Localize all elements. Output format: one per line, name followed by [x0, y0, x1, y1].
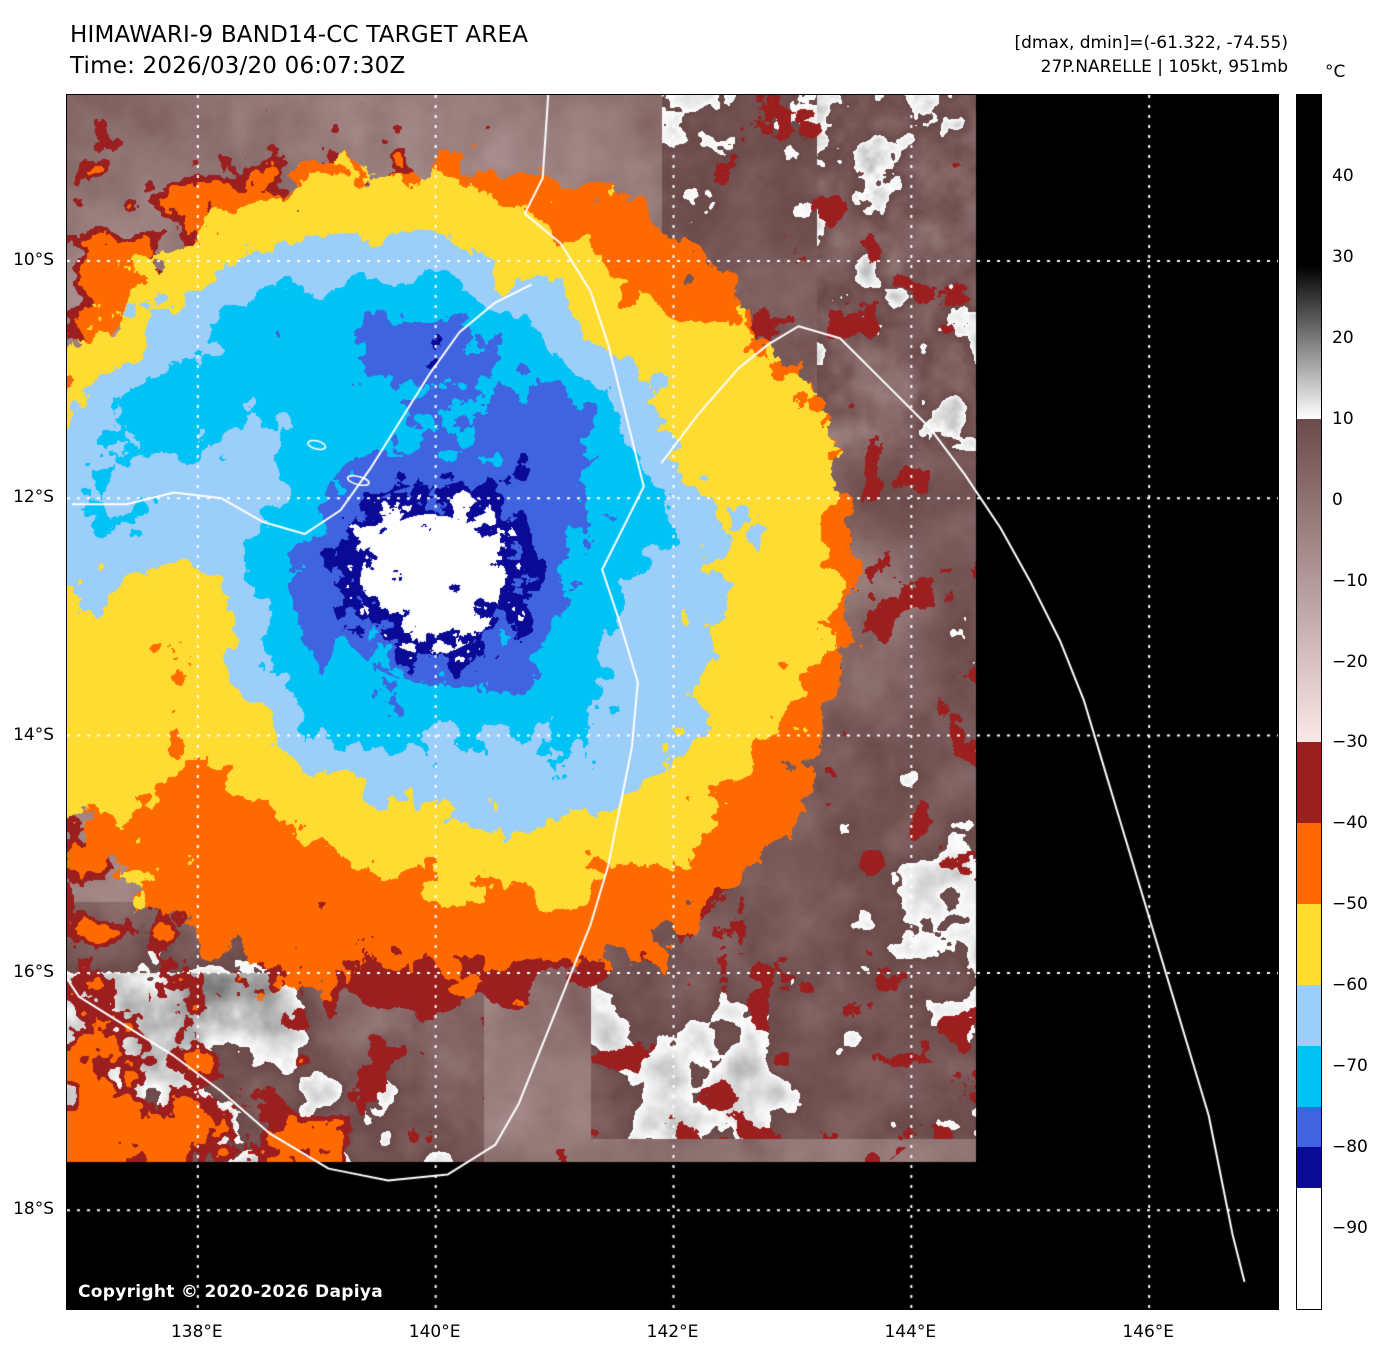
- colorbar-segment: [1297, 1187, 1321, 1309]
- colorbar-segment: [1297, 1045, 1321, 1107]
- colorbar[interactable]: [1296, 94, 1322, 1310]
- y-axis-tick-label: 10°S: [13, 250, 54, 271]
- colorbar-segment: [1297, 904, 1321, 986]
- colorbar-tick-label: −60: [1332, 975, 1368, 996]
- colorbar-tick-label: −30: [1332, 732, 1368, 753]
- y-axis-tick-label: 12°S: [13, 487, 54, 508]
- y-axis-tick-label: 14°S: [13, 724, 54, 745]
- satellite-image-plot[interactable]: [66, 94, 1279, 1310]
- colorbar-tick-label: −50: [1332, 894, 1368, 915]
- colorbar-segment: [1297, 418, 1321, 743]
- colorbar-segment: [1297, 1106, 1321, 1148]
- x-axis-tick-label: 142°E: [646, 1322, 699, 1342]
- timestamp-label: Time: 2026/03/20 06:07:30Z: [70, 53, 406, 79]
- colorbar-tick-label: −10: [1332, 570, 1368, 591]
- y-axis-tick-label: 18°S: [13, 1199, 54, 1220]
- copyright-label: Copyright © 2020-2026 Dapiya: [78, 1282, 383, 1302]
- x-axis-tick-label: 138°E: [170, 1322, 223, 1342]
- colorbar-segment: [1297, 823, 1321, 905]
- page-title: HIMAWARI-9 BAND14-CC TARGET AREA: [70, 22, 529, 48]
- metadata-block: [dmax, dmin]=(-61.322, -74.55) 27P.NAREL…: [1015, 31, 1289, 79]
- graticule-overlay: [67, 95, 1278, 1309]
- colorbar-unit-label: °C: [1325, 62, 1346, 82]
- storm-info-label: 27P.NARELLE | 105kt, 951mb: [1040, 57, 1288, 77]
- colorbar-segment: [1297, 264, 1321, 419]
- colorbar-segment: [1297, 985, 1321, 1046]
- colorbar-tick-label: 40: [1332, 165, 1354, 186]
- x-axis-tick-label: 140°E: [408, 1322, 461, 1342]
- colorbar-tick-label: 30: [1332, 246, 1354, 267]
- dmax-dmin-label: [dmax, dmin]=(-61.322, -74.55): [1014, 33, 1289, 53]
- colorbar-tick-label: −40: [1332, 813, 1368, 834]
- colorbar-tick-label: 0: [1332, 489, 1343, 510]
- colorbar-tick-label: −70: [1332, 1056, 1368, 1077]
- colorbar-tick-label: −80: [1332, 1137, 1368, 1158]
- x-axis-tick-label: 144°E: [884, 1322, 937, 1342]
- colorbar-tick-label: −90: [1332, 1218, 1368, 1239]
- colorbar-segment: [1297, 95, 1321, 265]
- colorbar-tick-label: 10: [1332, 408, 1354, 429]
- colorbar-segment: [1297, 742, 1321, 824]
- x-axis-tick-label: 146°E: [1122, 1322, 1175, 1342]
- colorbar-segment: [1297, 1147, 1321, 1188]
- title-block: HIMAWARI-9 BAND14-CC TARGET AREA Time: 2…: [70, 20, 528, 82]
- colorbar-tick-label: 20: [1332, 327, 1354, 348]
- colorbar-tick-label: −20: [1332, 651, 1368, 672]
- y-axis-tick-label: 16°S: [13, 961, 54, 982]
